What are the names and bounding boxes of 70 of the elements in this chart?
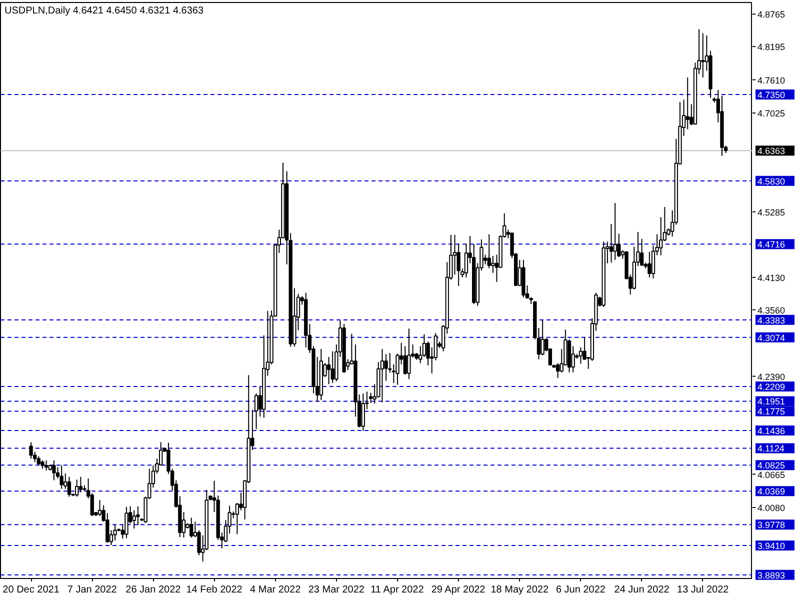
ref-line-label: 3.9778	[758, 520, 786, 530]
ref-line-label: 4.0825	[758, 460, 786, 471]
ref-line-label: 4.2209	[758, 382, 786, 392]
x-tick-label: 29 Apr 2022	[431, 584, 486, 596]
x-tick-label: 4 Mar 2022	[250, 584, 302, 596]
ref-line-label: 4.6363	[758, 146, 786, 156]
candlestick	[578, 346, 583, 364]
candlestick	[36, 456, 41, 466]
candlestick	[132, 510, 136, 530]
candlestick	[403, 346, 407, 376]
y-tick-label: 4.3560	[758, 305, 786, 316]
candlestick	[78, 476, 82, 493]
y-tick-label: 4.0665	[758, 470, 786, 480]
candlestick	[452, 234, 457, 276]
candlestick	[407, 328, 411, 380]
candlestick	[67, 476, 72, 498]
x-tick-label: 18 May 2022	[490, 584, 549, 596]
candlestick	[124, 506, 128, 539]
chart-title: USDPLN,Daily 4.6421 4.6450 4.6321 4.6363	[4, 6, 204, 16]
ref-line-label: 4.7350	[758, 90, 786, 100]
candlestick	[487, 234, 491, 269]
candlestick	[380, 348, 384, 403]
candlestick	[75, 479, 79, 498]
y-tick-label: 4.2390	[758, 372, 786, 382]
candlestick	[491, 255, 495, 274]
candlestick	[609, 224, 614, 264]
ref-line-label: 4.4716	[758, 240, 786, 250]
candlestick	[44, 460, 48, 472]
candlestick	[330, 350, 334, 384]
y-tick-label: 4.4130	[758, 272, 786, 283]
y-tick-label: 4.8195	[758, 42, 786, 52]
ref-line-label: 4.0369	[758, 486, 786, 497]
x-tick-label: 26 Jan 2022	[126, 584, 182, 596]
candlestick	[556, 362, 560, 378]
ref-line-label: 4.5830	[758, 176, 786, 186]
y-tick-label: 4.5285	[758, 207, 786, 218]
candlestick	[613, 202, 617, 260]
ref-line-label: 4.1951	[758, 396, 786, 407]
x-tick-label: 7 Jan 2022	[67, 584, 118, 596]
y-tick-label: 4.8765	[758, 10, 786, 20]
candlestick	[648, 251, 652, 278]
candlestick	[190, 517, 194, 538]
y-tick-label: 4.7025	[758, 108, 786, 118]
x-tick-label: 14 Feb 2022	[186, 584, 243, 596]
ref-line-label: 4.3383	[758, 315, 786, 326]
candlestick	[361, 392, 365, 432]
candlestick	[52, 460, 56, 481]
x-tick-label: 24 Jun 2022	[614, 584, 670, 596]
ref-line-label: 4.3074	[758, 332, 786, 343]
x-tick-label: 23 Mar 2022	[308, 584, 365, 596]
ref-line-label: 3.9410	[758, 541, 786, 552]
x-tick-label: 6 Jun 2022	[556, 584, 606, 596]
candlestick	[113, 524, 117, 541]
y-tick-label: 4.0080	[758, 502, 786, 513]
y-tick-label: 4.7610	[758, 75, 786, 86]
ref-line-label: 4.1775	[758, 406, 786, 417]
x-tick-label: 13 Jul 2022	[677, 584, 730, 596]
ref-line-label: 4.1436	[758, 426, 786, 436]
candlestick	[701, 32, 705, 78]
candlestick	[540, 320, 544, 356]
candlestick	[384, 354, 388, 382]
x-tick-label: 11 Apr 2022	[370, 584, 424, 596]
candlestick	[686, 76, 690, 130]
candlestick	[98, 500, 102, 517]
candlestick	[136, 506, 140, 526]
ref-line-label: 4.1124	[758, 444, 784, 454]
candlestick	[29, 442, 33, 460]
candlestick	[60, 464, 64, 490]
x-tick-label: 20 Dec 2021	[2, 584, 60, 596]
ref-line-label: 3.8893	[758, 570, 786, 580]
